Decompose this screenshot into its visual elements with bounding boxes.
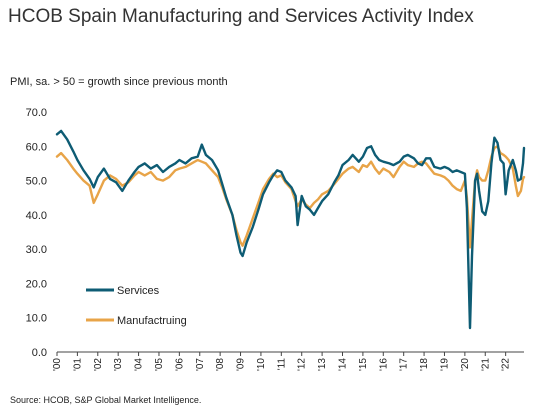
x-tick-label: '09 [236,358,247,371]
x-tick-label: '12 [297,358,308,371]
x-tick-label: '18 [419,358,430,371]
x-tick-label: '10 [256,358,267,371]
x-tick-label: '04 [134,358,145,371]
legend: Services Manufactruing [86,285,187,327]
x-tick-label: '16 [378,358,389,371]
x-tick-label: '22 [501,358,512,371]
x-tick-label: '20 [460,358,471,371]
chart-title: HCOB Spain Manufacturing and Services Ac… [8,6,474,27]
series-group [55,129,526,330]
x-tick-label: '17 [399,358,410,371]
x-tick-label: '02 [93,358,104,371]
y-tick-label: 40.0 [26,210,47,222]
x-tick-label: '01 [72,358,83,371]
x-tick-label: '06 [174,358,185,371]
y-tick-label: 0.0 [32,347,47,359]
x-tick-label: '03 [113,358,124,371]
x-tick-label: '14 [338,358,349,371]
source-note: Source: HCOB, S&P Global Market Intellig… [10,395,202,405]
axes-group: 0.0 10.0 20.0 30.0 40.0 50.0 60.0 70.0 '00 '01 '02… [26,107,524,371]
y-tick-label: 50.0 [26,176,47,188]
chart-subtitle: PMI, sa. > 50 = growth since previous mo… [10,76,228,88]
x-tick-label: '19 [439,358,450,371]
x-tick-label: '13 [317,358,328,371]
x-tick-label: '21 [480,358,491,371]
y-tick-label: 10.0 [26,313,47,325]
legend-label: Manufactruing [117,315,187,327]
x-tick-label: '00 [52,358,63,371]
x-tick-label: '07 [195,358,206,371]
y-tick-label: 70.0 [26,107,47,119]
x-tick-label: '15 [358,358,369,371]
x-tick-label: '05 [154,358,165,371]
y-tick-label: 60.0 [26,141,47,153]
x-tick-label: '08 [215,358,226,371]
y-tick-label: 30.0 [26,244,47,256]
series-line-services [55,129,526,330]
legend-label: Services [117,285,160,297]
x-tick-label: '11 [276,358,287,371]
series-line-manufacturing [55,145,526,249]
y-tick-label: 20.0 [26,278,47,290]
